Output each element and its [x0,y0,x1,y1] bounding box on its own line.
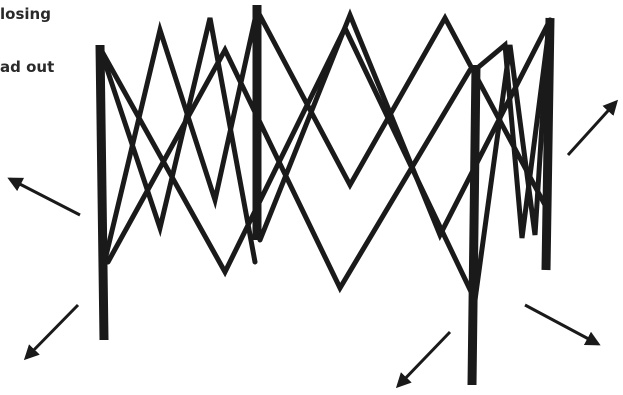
arrow [395,330,452,389]
truss [257,8,553,243]
truss [105,44,473,294]
arrow [7,177,81,217]
truss [472,27,551,303]
post [467,64,481,386]
caption-line: ad out [0,58,54,76]
truss [472,17,553,239]
truss [254,7,548,208]
caption-line: losing [0,5,51,23]
arrow [524,303,601,346]
frame [95,5,555,386]
arrow [566,99,619,157]
post [95,44,109,341]
post [541,17,555,271]
arrows [7,99,619,389]
arrow [23,303,80,361]
